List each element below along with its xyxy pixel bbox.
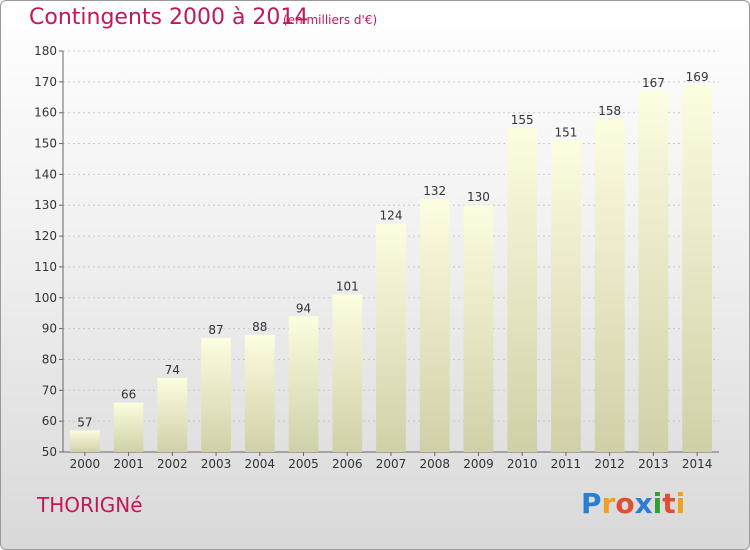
x-tick-label: 2007 xyxy=(376,457,407,471)
value-label: 66 xyxy=(121,388,136,402)
x-tick-label: 2001 xyxy=(113,457,144,471)
y-tick-label: 70 xyxy=(42,383,57,397)
commune-name: THORIGNé xyxy=(37,493,143,517)
value-label: 101 xyxy=(336,280,359,294)
value-label: 151 xyxy=(554,125,577,139)
bar-2001 xyxy=(113,402,144,452)
bar-2008 xyxy=(419,199,450,452)
y-tick-label: 100 xyxy=(34,291,57,305)
value-label: 88 xyxy=(252,320,267,334)
bar-2000 xyxy=(69,430,100,452)
value-label: 155 xyxy=(511,113,534,127)
bars xyxy=(69,84,713,452)
value-label: 74 xyxy=(165,363,180,377)
logo-letter: i xyxy=(675,487,686,520)
logo-letter: o xyxy=(615,487,635,520)
value-label: 57 xyxy=(77,415,92,429)
x-tick-label: 2011 xyxy=(551,457,582,471)
bar-2004 xyxy=(244,334,275,452)
y-tick-label: 130 xyxy=(34,198,57,212)
x-tick-label: 2005 xyxy=(288,457,319,471)
bar-2007 xyxy=(376,223,406,452)
bar-2006 xyxy=(332,294,363,452)
y-tick-label: 140 xyxy=(34,167,57,181)
y-tick-label: 50 xyxy=(42,445,57,459)
value-label: 158 xyxy=(598,104,621,118)
x-tick-label: 2013 xyxy=(638,457,669,471)
y-tick-label: 150 xyxy=(34,137,57,151)
value-label: 87 xyxy=(208,323,223,337)
bar-2010 xyxy=(507,128,538,452)
chart-title: Contingents 2000 à 2014 xyxy=(29,5,309,30)
x-tick-label: 2008 xyxy=(419,457,450,471)
bar-2003 xyxy=(201,337,231,452)
x-tick-label: 2009 xyxy=(463,457,494,471)
value-labels: 57 66 74 87 88 94 101 124 132 130 155 151 158 167 169 xyxy=(77,70,708,429)
bar-2005 xyxy=(288,316,319,452)
bar-2011 xyxy=(551,140,581,452)
x-tick-label: 2003 xyxy=(201,457,232,471)
y-tick-label: 160 xyxy=(34,106,57,120)
x-tick-label: 2014 xyxy=(682,457,713,471)
bar-2013 xyxy=(638,91,669,452)
logo-letter: r xyxy=(601,487,616,520)
value-label: 169 xyxy=(686,70,709,84)
y-tick-label: 60 xyxy=(42,414,57,428)
logo-letter: i xyxy=(652,487,663,520)
value-label: 130 xyxy=(467,190,490,204)
value-label: 94 xyxy=(296,301,311,315)
bar-2012 xyxy=(594,118,625,452)
value-label: 124 xyxy=(380,209,403,223)
logo-letter: x xyxy=(634,487,653,520)
x-tick-label: 2012 xyxy=(594,457,625,471)
y-tick-label: 170 xyxy=(34,75,57,89)
y-tick-label: 80 xyxy=(42,352,57,366)
y-tick-label: 90 xyxy=(42,322,57,336)
bar-2002 xyxy=(157,377,188,452)
logo-letter: t xyxy=(662,487,676,520)
x-tick-label: 2000 xyxy=(70,457,101,471)
bar-2009 xyxy=(463,205,494,452)
bar-2014 xyxy=(682,84,713,452)
proxiti-logo: Proxiti xyxy=(581,487,685,520)
chart-subtitle: (en milliers d'€) xyxy=(283,13,378,27)
y-tick-label: 180 xyxy=(34,44,57,58)
value-label: 167 xyxy=(642,76,665,90)
value-label: 132 xyxy=(423,184,446,198)
x-tick-label: 2004 xyxy=(245,457,276,471)
y-tick-label: 120 xyxy=(34,229,57,243)
y-tick-label: 110 xyxy=(34,260,57,274)
axes: 50 60 70 80 90 100 110 120 130 140 150 160 170 180 200… xyxy=(34,44,719,471)
x-tick-label: 2002 xyxy=(157,457,188,471)
logo-letter: P xyxy=(581,487,602,520)
x-tick-label: 2010 xyxy=(507,457,538,471)
x-tick-label: 2006 xyxy=(332,457,363,471)
